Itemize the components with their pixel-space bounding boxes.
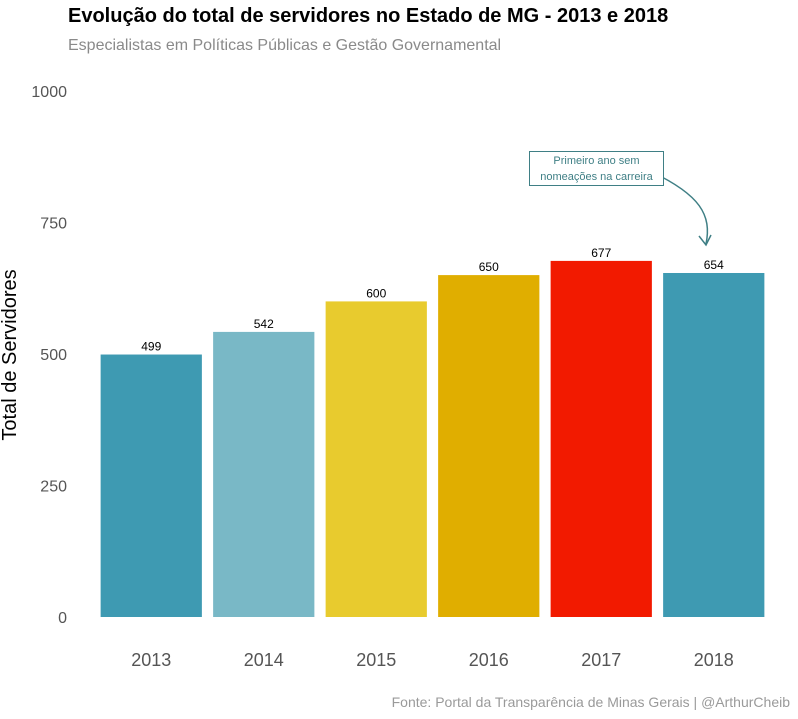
- chart-caption: Fonte: Portal da Transparência de Minas …: [391, 694, 790, 710]
- bar-2013: [100, 354, 202, 617]
- data-label-2016: 650: [479, 260, 499, 274]
- bar-2017: [550, 260, 652, 617]
- y-axis-label: Total de Servidores: [0, 269, 21, 440]
- bar-2014: [213, 331, 315, 617]
- data-label-2017: 677: [591, 246, 611, 260]
- x-tick-label-2018: 2018: [694, 650, 734, 670]
- chart-subtitle: Especialistas em Políticas Públicas e Ge…: [68, 37, 502, 54]
- annotation-box: Primeiro ano sem nomeações na carreira: [529, 151, 664, 186]
- bar-2016: [438, 275, 540, 617]
- bar-2015: [325, 301, 427, 617]
- bar-2018: [663, 272, 765, 617]
- annotation-text: Primeiro ano sem nomeações na carreira: [540, 155, 653, 183]
- bars: [100, 260, 765, 617]
- chart-title: Evolução do total de servidores no Estad…: [68, 5, 669, 27]
- annotation-arrowhead: [698, 234, 712, 247]
- y-tick-label: 1000: [31, 84, 67, 101]
- data-label-2018: 654: [704, 258, 724, 272]
- y-tick-label: 250: [40, 479, 67, 496]
- data-label-2015: 600: [366, 286, 386, 300]
- y-tick-label: 750: [40, 216, 67, 233]
- x-tick-label-2015: 2015: [356, 650, 396, 670]
- annotation-arrow: [651, 171, 709, 245]
- x-tick-label-2016: 2016: [469, 650, 509, 670]
- y-tick-label: 0: [58, 610, 67, 627]
- data-label-2013: 499: [141, 340, 161, 354]
- y-tick-label: 500: [40, 347, 67, 364]
- y-axis-ticks: 0 250 500 750 1000: [31, 84, 67, 627]
- x-axis-ticks: 2013 2014 2015 2016 2017 2018: [131, 650, 734, 670]
- data-labels: 499 542 600 650 677 654: [141, 246, 724, 354]
- x-tick-label-2017: 2017: [581, 650, 621, 670]
- x-tick-label-2013: 2013: [131, 650, 171, 670]
- data-label-2014: 542: [254, 317, 274, 331]
- x-tick-label-2014: 2014: [244, 650, 284, 670]
